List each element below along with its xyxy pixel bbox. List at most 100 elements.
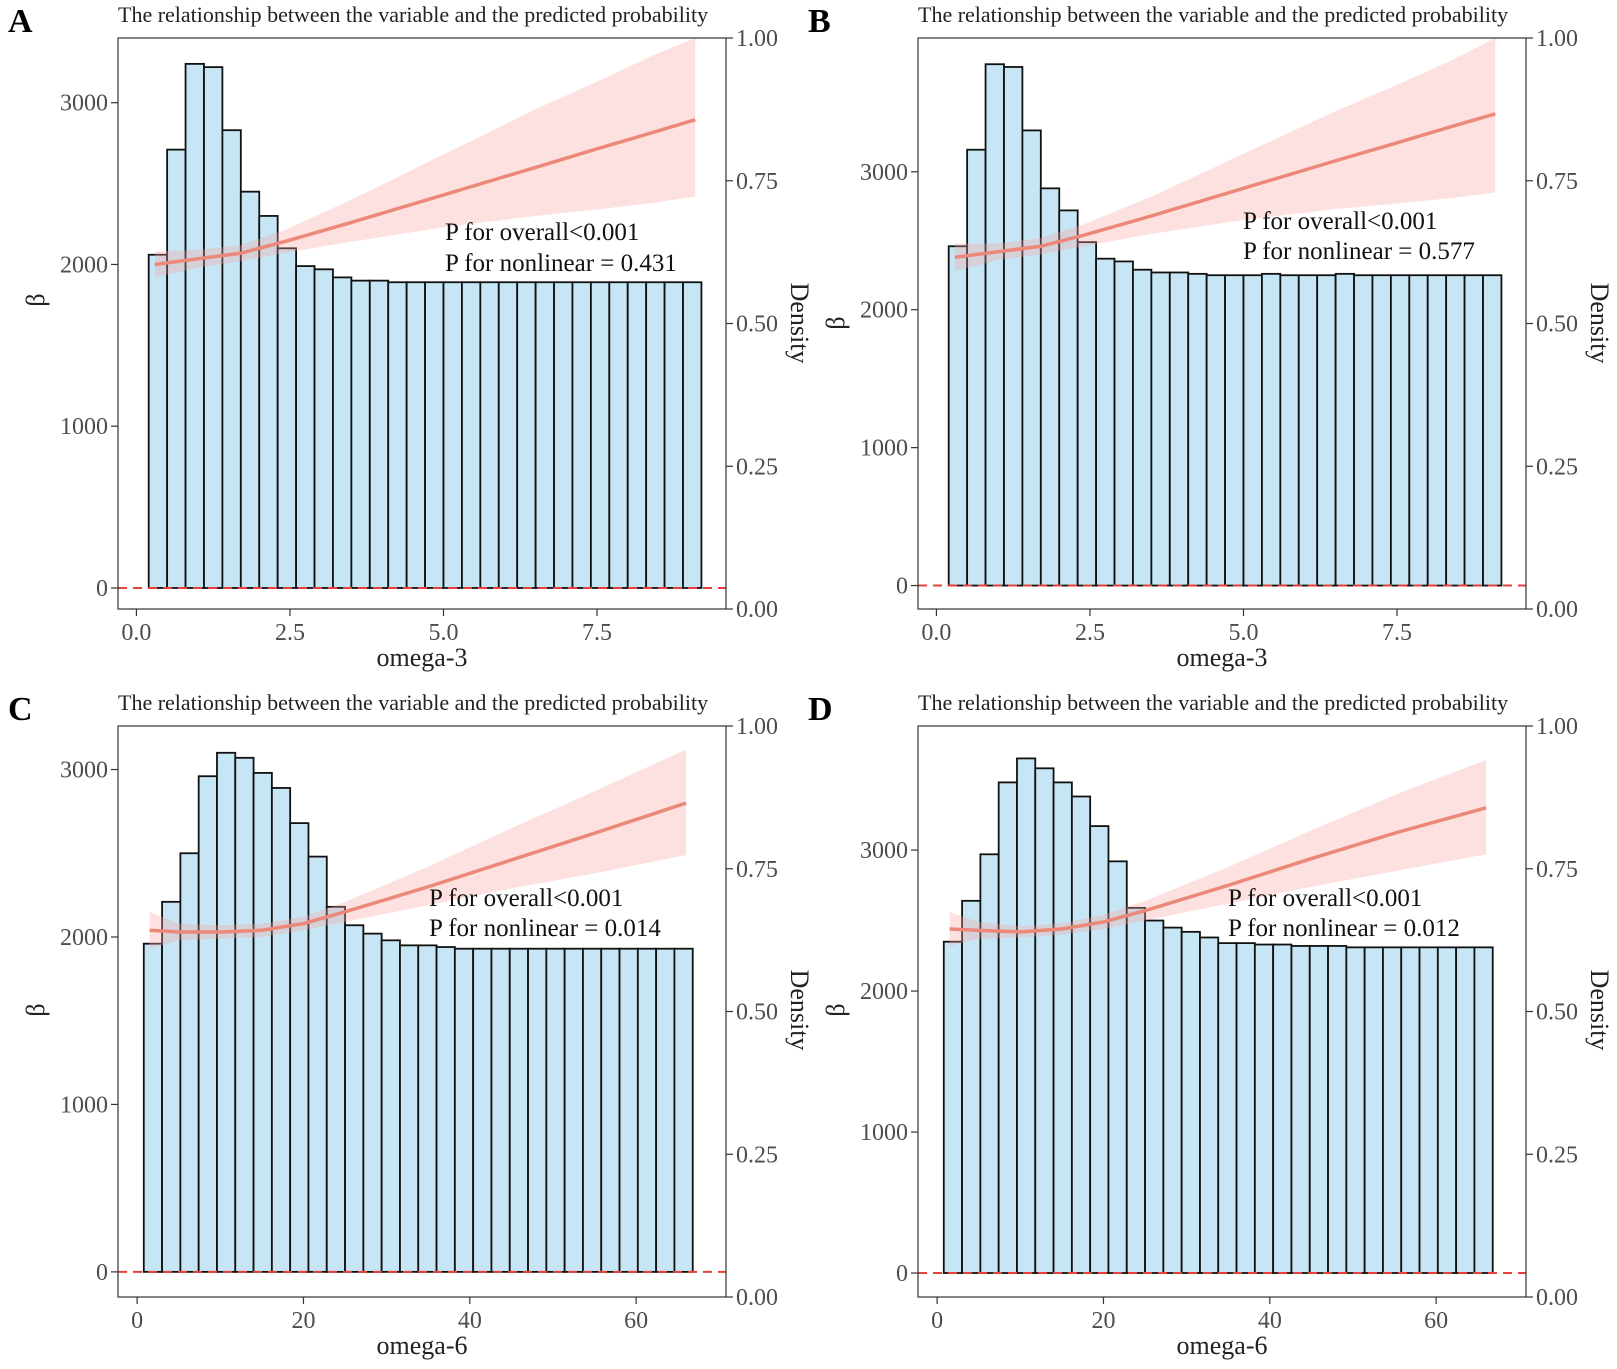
histogram-bar [295, 265, 316, 589]
histogram-bar [1261, 272, 1282, 587]
histogram-bar [1482, 274, 1503, 587]
panel-d: D The relationship between the variable … [808, 690, 1614, 1360]
histogram-bar [1297, 274, 1319, 587]
confidence-band [954, 38, 1496, 272]
histogram-bar [1016, 757, 1037, 1274]
histogram-bar [387, 281, 408, 589]
histogram-bar [589, 281, 611, 589]
x-tick-label: 0 [131, 1308, 143, 1334]
histogram-bar [673, 947, 694, 1273]
panel-label: D [808, 691, 833, 728]
histogram-bar [435, 946, 456, 1273]
y2-tick-label: 0.00 [736, 597, 778, 623]
panel-title: The relationship between the variable an… [918, 2, 1508, 27]
histogram-bar [1290, 945, 1311, 1274]
histogram-bar [1363, 946, 1384, 1274]
x-axis-title: omega-6 [377, 1331, 468, 1360]
annotation-p-overall: P for overall<0.001 [1228, 885, 1422, 912]
histogram-bar [147, 253, 169, 589]
histogram-bar [332, 276, 353, 589]
y2-axis-title: Density [785, 283, 814, 364]
histogram-bar [1132, 268, 1153, 587]
histogram-bar [1408, 274, 1429, 587]
histogram-bar [545, 947, 566, 1273]
histogram-bar [1052, 781, 1073, 1274]
y2-tick-label: 0.25 [736, 1142, 778, 1168]
y-tick-label: 0 [96, 1260, 108, 1286]
histogram-bar [1418, 946, 1439, 1274]
y2-tick-label: 0.00 [736, 1285, 778, 1311]
histogram-bar [1389, 274, 1411, 587]
histogram-bar [1113, 260, 1134, 587]
histogram-bar [179, 852, 200, 1273]
histogram-bar [1242, 274, 1263, 587]
panel-label: C [8, 691, 33, 728]
histogram-bar [234, 756, 255, 1273]
confidence-band [154, 38, 696, 278]
histogram-bar [1473, 946, 1494, 1274]
y-tick-label: 3000 [60, 758, 108, 784]
annotation-p-nonlinear: P for nonlinear = 0.014 [429, 915, 661, 942]
histogram-bar [1445, 274, 1466, 587]
histogram-bar [325, 905, 346, 1273]
y-tick-label: 2000 [60, 252, 108, 278]
x-tick-label: 60 [624, 1308, 648, 1334]
y-tick-label: 2000 [860, 298, 908, 324]
y-axis-title: β [821, 316, 850, 329]
histogram-bar [947, 245, 969, 587]
x-tick-label: 0 [931, 1308, 943, 1334]
y2-tick-label: 0.25 [736, 454, 778, 480]
plot-area [117, 37, 727, 610]
x-axis-title: omega-3 [1177, 643, 1268, 672]
y-tick-label: 2000 [60, 925, 108, 951]
x-tick-label: 20 [291, 1308, 315, 1334]
histogram-bar [1436, 946, 1458, 1274]
histogram-bar [350, 279, 371, 589]
histogram-bar [534, 281, 555, 589]
y2-tick-label: 0.75 [1536, 857, 1578, 883]
panel-label: A [8, 3, 33, 40]
histogram-bar [1334, 272, 1355, 587]
y2-tick-label: 1.00 [736, 26, 778, 52]
histogram-bar [600, 947, 621, 1273]
histogram-bar [997, 781, 1018, 1274]
histogram-bar [1224, 274, 1245, 587]
histogram-bar [1463, 274, 1484, 587]
histogram-bar [166, 148, 187, 589]
histogram-bar [1058, 209, 1079, 587]
histogram-bar [516, 281, 537, 589]
histogram-bar [252, 771, 273, 1273]
y-axis-title: β [21, 1003, 50, 1016]
panel-label: B [808, 3, 831, 40]
y-tick-label: 0 [96, 576, 108, 602]
fit-line [949, 806, 1487, 934]
histogram-bar [1308, 945, 1329, 1274]
histogram-bar [161, 900, 182, 1273]
panel-a: A The relationship between the variable … [8, 2, 814, 672]
y2-tick-label: 0.25 [1536, 454, 1578, 480]
histogram-bar [344, 924, 365, 1273]
histogram-bar [490, 947, 511, 1273]
histogram-bar [1400, 946, 1421, 1274]
x-tick-label: 40 [1258, 1308, 1282, 1334]
histogram-bar [258, 215, 279, 589]
histogram-bar [508, 947, 529, 1273]
histogram-bar [1455, 946, 1476, 1274]
x-tick-label: 5.0 [1228, 620, 1258, 646]
annotation-p-overall: P for overall<0.001 [1243, 208, 1437, 235]
histogram-bar [563, 947, 584, 1273]
histogram-bar [1199, 936, 1220, 1274]
histogram-bar [608, 281, 629, 589]
histogram-bar [1327, 945, 1348, 1274]
histogram-bar [1144, 919, 1165, 1274]
annotation-p-overall: P for overall<0.001 [429, 885, 623, 912]
fit-line [149, 801, 687, 934]
histogram-bar [1316, 274, 1337, 587]
y2-tick-label: 0.00 [1536, 1285, 1578, 1311]
histogram-bar [527, 947, 548, 1273]
fit-line [954, 112, 1496, 260]
fit-line [154, 118, 696, 267]
histogram-bar [966, 148, 987, 587]
y2-tick-label: 1.00 [736, 714, 778, 740]
